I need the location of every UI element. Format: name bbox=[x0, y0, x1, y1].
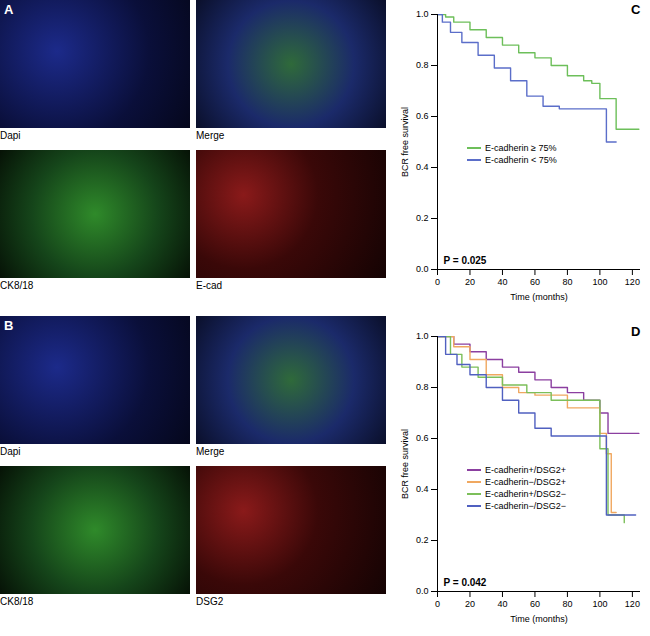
html-text:CK8/18: CK8/18 bbox=[0, 280, 34, 291]
html-text:B: B bbox=[4, 318, 14, 333]
html-text:Merge: Merge bbox=[196, 446, 225, 457]
svg-text:120: 120 bbox=[625, 277, 640, 287]
svg-text:P = 0.025: P = 0.025 bbox=[444, 255, 487, 266]
svg-text:0.2: 0.2 bbox=[416, 213, 429, 223]
svg-text:Time (months): Time (months) bbox=[510, 292, 568, 302]
svg-text:BCR free survival: BCR free survival bbox=[400, 429, 410, 499]
html-text:Merge: Merge bbox=[196, 130, 225, 141]
svg-text:120: 120 bbox=[625, 599, 640, 609]
svg-text:80: 80 bbox=[562, 277, 572, 287]
svg-text:0.0: 0.0 bbox=[416, 586, 429, 596]
svg-text:20: 20 bbox=[465, 277, 475, 287]
svg-text:100: 100 bbox=[592, 277, 607, 287]
html-text:E-cadherin−/DSG2+: E-cadherin−/DSG2+ bbox=[485, 476, 566, 487]
html-text:E-cadherin+/DSG2+: E-cadherin+/DSG2+ bbox=[485, 464, 566, 475]
svg-text:Time (months): Time (months) bbox=[510, 614, 568, 624]
svg-text:40: 40 bbox=[497, 599, 507, 609]
svg-text:1.0: 1.0 bbox=[416, 9, 429, 19]
html-text:Dapi: Dapi bbox=[0, 130, 21, 141]
html-text:E-cadherin+/DSG2−: E-cadherin+/DSG2− bbox=[485, 488, 566, 499]
html-text:D: D bbox=[631, 324, 641, 339]
svg-text:0.0: 0.0 bbox=[416, 264, 429, 274]
svg-text:0.4: 0.4 bbox=[416, 484, 429, 494]
svg-text:P = 0.042: P = 0.042 bbox=[444, 577, 487, 588]
svg-text:40: 40 bbox=[497, 277, 507, 287]
html-text:E-cad: E-cad bbox=[196, 280, 223, 291]
html-text:CK8/18: CK8/18 bbox=[0, 596, 34, 607]
html-text:C: C bbox=[631, 2, 641, 17]
svg-text:0: 0 bbox=[435, 599, 440, 609]
html-text:E-cadherin−/DSG2−: E-cadherin−/DSG2− bbox=[485, 500, 566, 511]
html-text:DSG2: DSG2 bbox=[196, 596, 224, 607]
html-text:A: A bbox=[4, 2, 14, 17]
html-text:E-cadherin ≥ 75%: E-cadherin ≥ 75% bbox=[485, 142, 557, 153]
svg-text:60: 60 bbox=[530, 599, 540, 609]
svg-text:60: 60 bbox=[530, 277, 540, 287]
svg-text:0.6: 0.6 bbox=[416, 433, 429, 443]
html-text:E-cadherin < 75%: E-cadherin < 75% bbox=[485, 154, 557, 165]
svg-text:0.2: 0.2 bbox=[416, 535, 429, 545]
svg-text:0.4: 0.4 bbox=[416, 162, 429, 172]
svg-text:1.0: 1.0 bbox=[416, 331, 429, 341]
html-text:Dapi: Dapi bbox=[0, 446, 21, 457]
svg-text:BCR free survival: BCR free survival bbox=[400, 107, 410, 177]
svg-text:0.6: 0.6 bbox=[416, 111, 429, 121]
svg-text:80: 80 bbox=[562, 599, 572, 609]
svg-text:20: 20 bbox=[465, 599, 475, 609]
svg-text:0.8: 0.8 bbox=[416, 382, 429, 392]
svg-text:0.8: 0.8 bbox=[416, 60, 429, 70]
svg-text:100: 100 bbox=[592, 599, 607, 609]
svg-text:0: 0 bbox=[435, 277, 440, 287]
